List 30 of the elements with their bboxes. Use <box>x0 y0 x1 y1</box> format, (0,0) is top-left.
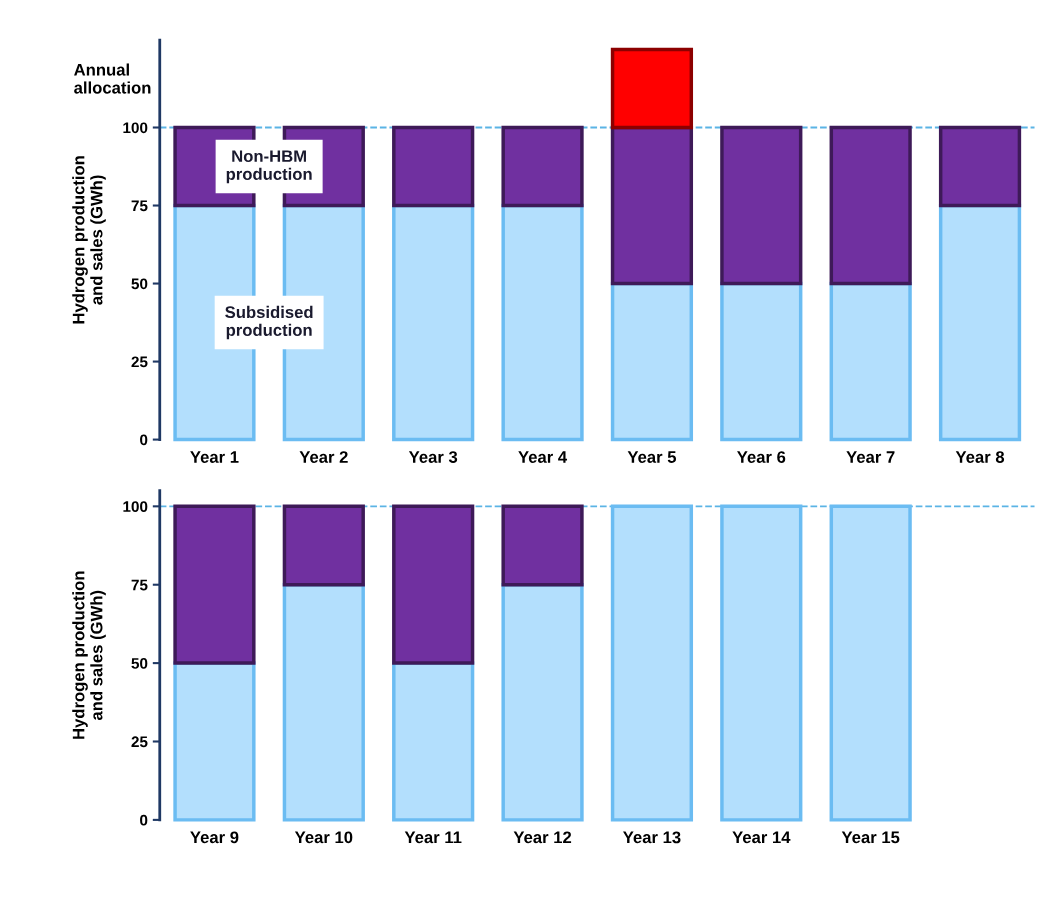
y-axis-title: Hydrogen production and sales (GWh) <box>72 156 106 324</box>
x-tick-label: Year 15 <box>841 831 900 844</box>
series-label: Subsidised production <box>225 305 313 340</box>
x-tick-label: Year 5 <box>627 451 677 463</box>
x-tick-label: Year 12 <box>513 831 572 844</box>
ref-line-label: Annual allocation <box>74 63 151 94</box>
x-tick-label: Year 3 <box>408 451 458 463</box>
y-axis-title: Hydrogen production and sales (GWh) <box>72 571 106 739</box>
x-tick-label: Year 8 <box>955 451 1005 463</box>
x-tick-label: Year 1 <box>190 451 239 463</box>
x-tick-label: Year 4 <box>518 451 568 463</box>
y-tick-label: 0 <box>140 814 148 826</box>
y-tick-label: 0 <box>140 434 148 446</box>
x-tick-label: Year 6 <box>737 451 786 463</box>
y-tick-label: 100 <box>123 501 148 513</box>
y-tick-label: 25 <box>131 736 148 748</box>
x-tick-label: Year 7 <box>846 451 895 463</box>
y-tick-label: 75 <box>131 579 148 591</box>
x-tick-label: Year 14 <box>732 831 791 844</box>
y-tick-label: 100 <box>123 122 148 134</box>
y-tick-label: 50 <box>131 278 148 290</box>
y-tick-label: 25 <box>131 356 148 368</box>
y-tick-label: 75 <box>131 200 148 212</box>
x-tick-label: Year 10 <box>294 831 353 844</box>
x-tick-label: Year 13 <box>623 831 681 844</box>
x-tick-label: Year 11 <box>404 831 462 844</box>
y-tick-label: 50 <box>131 657 148 669</box>
x-tick-label: Year 9 <box>190 831 239 844</box>
x-tick-label: Year 2 <box>299 451 348 463</box>
series-label: Non-HBM production <box>226 150 312 184</box>
